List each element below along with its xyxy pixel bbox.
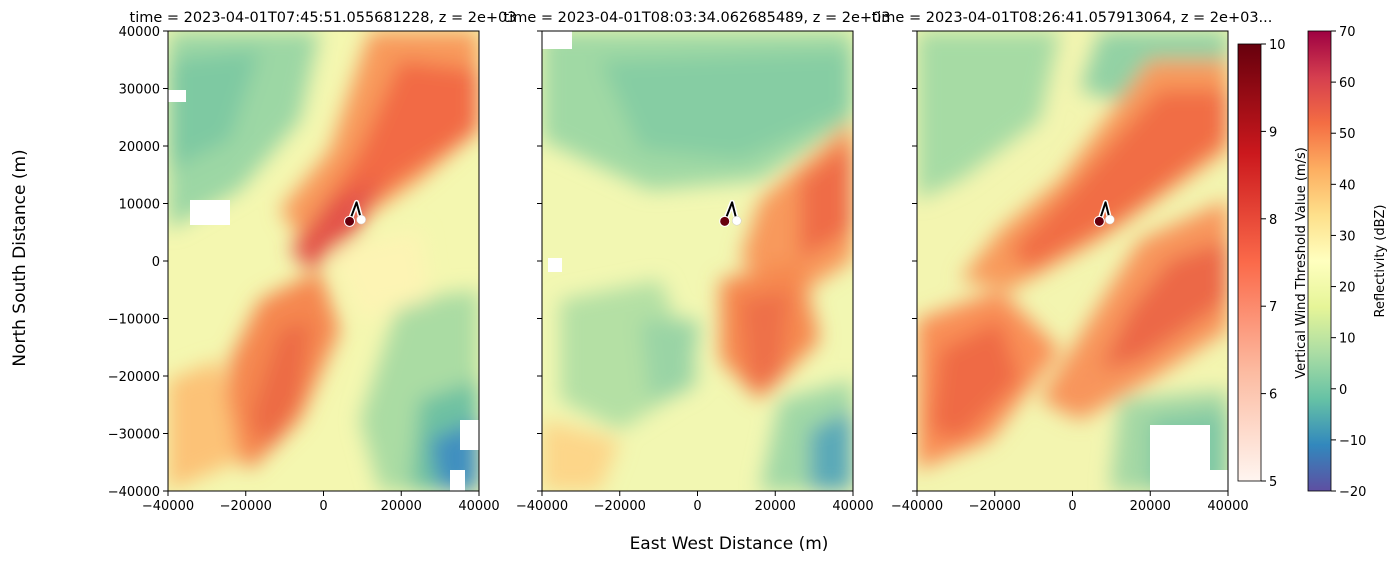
colorbar-wind-ticks: 10 9 8 7 6 5: [1261, 38, 1286, 490]
y-tick-label: 30000: [119, 83, 160, 98]
reflectivity-field-1: [168, 31, 479, 491]
track-end-marker: [1105, 214, 1115, 225]
colorbar-tick-label: −10: [1339, 434, 1366, 449]
colorbar-tick-label: 10: [1339, 332, 1356, 347]
x-tick-label: 40000: [458, 499, 499, 514]
y-axis-ticks-3: [912, 30, 917, 492]
colorbar-reflectivity: 70 60 50 40 30 20 10 0 −10 −20 Reflectivity (dBZ): [1307, 25, 1388, 500]
track-end-marker: [356, 214, 366, 225]
colorbar-tick-label: 70: [1339, 25, 1356, 40]
panel-3: −40000 −20000 0 20000 40000 time = 2023-04-0…: [872, 10, 1273, 514]
reflectivity-field-2: [542, 31, 853, 491]
y-tick-label: 40000: [119, 25, 160, 40]
y-axis-ticks-2: [537, 30, 542, 492]
colorbar-tick-label: 20: [1339, 281, 1356, 296]
colorbar-wind: 10 9 8 7 6 5 Vertical Wind Threshold Value (m…: [1237, 38, 1309, 490]
track-line: [1098, 201, 1111, 222]
track-line: [723, 201, 738, 222]
colorbar-reflectivity-gradient: [1307, 30, 1332, 492]
x-tick-label: 0: [1068, 499, 1076, 514]
reflectivity-field-3: [917, 31, 1228, 491]
track-markers-3: [1093, 199, 1115, 227]
figure-ylabel: North South Distance (m): [10, 149, 30, 366]
colorbar-tick-label: 9: [1269, 125, 1277, 140]
colorbar-wind-gradient: [1237, 43, 1262, 482]
y-axis-ticks-1: 40000 30000 20000 10000 0 −10000 −20000 −30000 −…: [108, 25, 168, 500]
x-tick-label: 0: [319, 499, 327, 514]
panel-2: −40000 −20000 0 20000 40000 time = 2023-04-0…: [504, 10, 891, 514]
colorbar-tick-label: 0: [1339, 383, 1347, 398]
track-start-marker: [344, 215, 356, 227]
figure-xlabel: East West Distance (m): [630, 534, 829, 554]
colorbar-tick-label: 50: [1339, 127, 1356, 142]
track-markers-2: [719, 199, 742, 227]
panel-title-1: time = 2023-04-01T07:45:51.055681228, z …: [130, 10, 517, 26]
track-line: [348, 201, 363, 222]
y-tick-label: 10000: [119, 198, 160, 213]
y-tick-label: 0: [152, 255, 160, 270]
panel-1: −40000 −20000 0 20000 40000 40000 30000 20000 1…: [108, 10, 517, 514]
y-tick-label: −20000: [108, 370, 160, 385]
x-tick-label: −40000: [142, 499, 194, 514]
x-tick-label: 20000: [755, 499, 796, 514]
colorbar-reflectivity-label: Reflectivity (dBZ): [1373, 205, 1388, 318]
colorbar-tick-label: 30: [1339, 229, 1356, 244]
panel-title-2: time = 2023-04-01T08:03:34.062685489, z …: [504, 10, 891, 26]
colorbar-tick-label: 6: [1269, 388, 1277, 403]
colorbar-tick-label: −20: [1339, 485, 1366, 500]
x-tick-label: −20000: [969, 499, 1021, 514]
y-tick-label: −30000: [108, 428, 160, 443]
x-tick-label: 40000: [1207, 499, 1248, 514]
colorbar-wind-label: Vertical Wind Threshold Value (m/s): [1294, 147, 1309, 379]
colorbar-tick-label: 10: [1269, 38, 1286, 53]
x-tick-label: 20000: [1130, 499, 1171, 514]
x-tick-label: −40000: [891, 499, 943, 514]
colorbar-tick-label: 40: [1339, 178, 1356, 193]
track-markers-1: [344, 199, 366, 227]
track-end-marker: [732, 216, 742, 226]
y-tick-label: −10000: [108, 313, 160, 328]
y-tick-label: 20000: [119, 140, 160, 155]
colorbar-tick-label: 7: [1269, 300, 1277, 315]
x-axis-ticks-3: −40000 −20000 0 20000 40000: [891, 491, 1249, 514]
x-tick-label: 20000: [381, 499, 422, 514]
x-tick-label: −20000: [220, 499, 272, 514]
colorbar-tick-label: 8: [1269, 213, 1277, 228]
track-start-marker: [1093, 215, 1105, 227]
colorbar-tick-label: 5: [1269, 475, 1277, 490]
x-axis-ticks-2: −40000 −20000 0 20000 40000: [516, 491, 874, 514]
x-tick-label: 40000: [832, 499, 873, 514]
y-tick-label: −40000: [108, 485, 160, 500]
x-tick-label: −40000: [516, 499, 568, 514]
colorbar-tick-label: 60: [1339, 76, 1356, 91]
panel-title-3: time = 2023-04-01T08:26:41.057913064, z …: [872, 10, 1273, 26]
track-start-marker: [719, 215, 731, 227]
x-tick-label: 0: [693, 499, 701, 514]
x-axis-ticks-1: −40000 −20000 0 20000 40000: [142, 491, 500, 514]
x-tick-label: −20000: [594, 499, 646, 514]
colorbar-reflectivity-ticks: 70 60 50 40 30 20 10 0 −10 −20: [1331, 25, 1366, 500]
